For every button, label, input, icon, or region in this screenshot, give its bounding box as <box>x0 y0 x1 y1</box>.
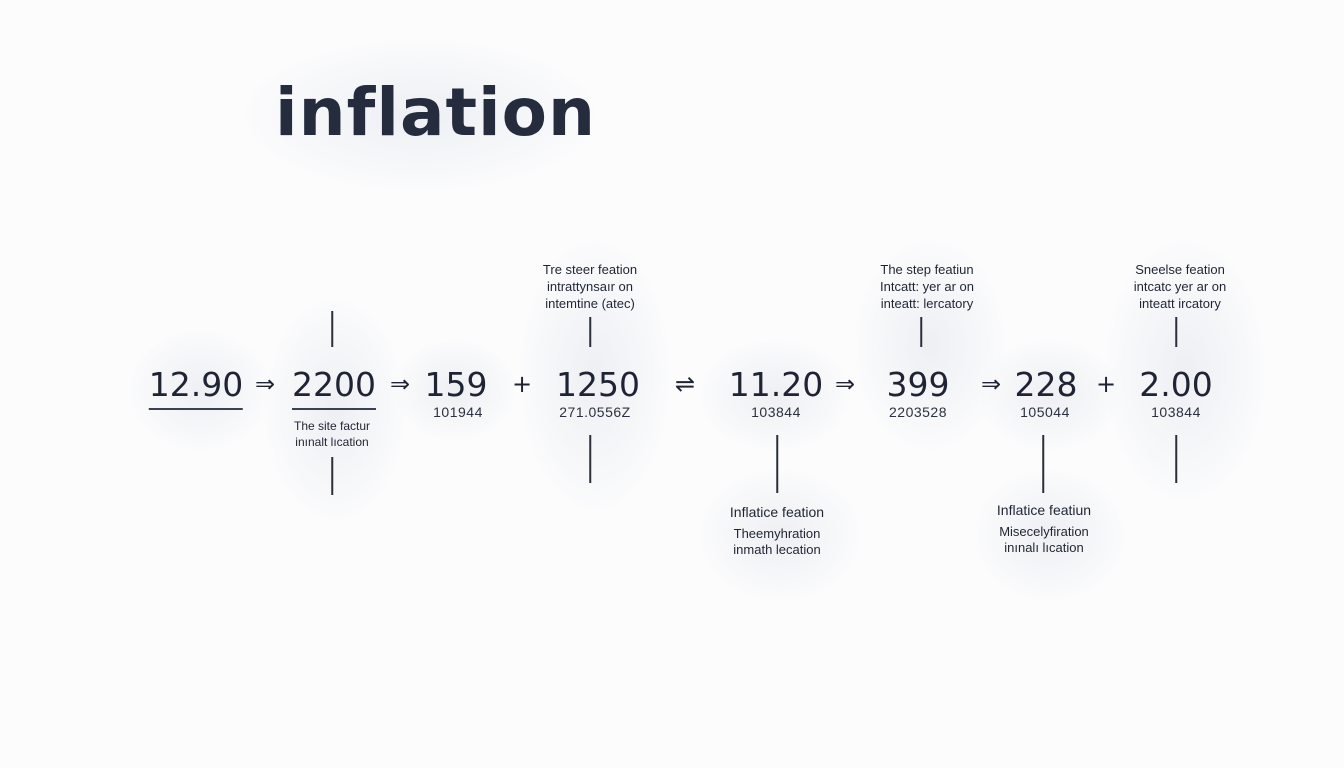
glow-4 <box>520 240 670 510</box>
annotation-line: inınalt lıcation <box>295 435 369 449</box>
value-sub: 103844 <box>751 404 801 420</box>
plus-operator: + <box>511 370 533 398</box>
equilibrium-operator: ⇌ <box>674 370 696 398</box>
connector-line <box>776 435 778 493</box>
connector-line <box>1175 317 1177 347</box>
value-number: 2.00 <box>1139 365 1213 404</box>
annotation-line: inmath lecation <box>733 542 821 557</box>
annotation-bottom-1: Inflatice feation Theemyhration inmath l… <box>730 503 824 558</box>
connector-line <box>1042 435 1044 493</box>
glow-8 <box>980 340 1120 450</box>
value-number: 1250 <box>556 365 640 404</box>
annotation-line: inınalı lıcation <box>1004 540 1084 555</box>
glow-10 <box>1105 240 1265 500</box>
annotation-bottom-2: Inflatice featiun Misecelyfiration inına… <box>997 501 1091 556</box>
implies-operator: ⇒ <box>254 370 276 398</box>
value-number: 399 <box>886 365 950 404</box>
value-sub: 105044 <box>1020 404 1070 420</box>
annotation-line: Intcatt: yer ar on <box>880 279 974 294</box>
value-number: 228 <box>1014 365 1078 404</box>
annotation-line: intcatc yer ar on <box>1133 279 1227 294</box>
implies-operator: ⇒ <box>980 370 1002 398</box>
annotation-line: intemtine (atec) <box>545 296 635 311</box>
annotation-line: Tre steer feation <box>542 262 638 277</box>
connector-line <box>1175 435 1177 483</box>
glow-7 <box>855 240 1005 450</box>
connector-line <box>331 457 333 495</box>
connector-line <box>331 311 333 347</box>
annotation-line: inteatt ircatory <box>1139 296 1221 311</box>
glow-3 <box>395 340 515 440</box>
connector-line <box>589 435 591 483</box>
glow-2 <box>265 300 405 520</box>
value-number: 11.20 <box>728 365 824 404</box>
value-number: 12.90 <box>148 365 244 410</box>
title-glow <box>245 40 595 190</box>
annotation-line: Sneelse feation <box>1135 262 1225 277</box>
connector-line <box>920 317 922 347</box>
glow-6 <box>700 470 860 600</box>
annotation-top-1: Tre steer feation intrattynsaır on intem… <box>543 261 637 312</box>
plus-operator: + <box>1095 370 1117 398</box>
value-sub: 103844 <box>1151 404 1201 420</box>
glow-9 <box>975 470 1125 600</box>
annotation-line: Inflatice featiun <box>996 502 1092 518</box>
page-title: inflation <box>275 74 596 151</box>
annotation-top-3: Sneelse feation intcatc yer ar on inteat… <box>1134 261 1227 312</box>
annotation-line: intrattynsaır on <box>547 279 633 294</box>
connector-line <box>589 317 591 347</box>
annotation-line: The step featiun <box>880 262 974 277</box>
annotation-line: inteatt: lercatory <box>880 296 974 311</box>
annotation-mid-1: The site factur inınalt lıcation <box>294 418 370 450</box>
annotation-line: The site factur <box>293 419 371 433</box>
annotation-line: Inflatice feation <box>729 504 825 520</box>
value-sub: 2203528 <box>888 404 948 420</box>
implies-operator: ⇒ <box>834 370 856 398</box>
implies-operator: ⇒ <box>389 370 411 398</box>
value-sub: 101944 <box>433 404 483 420</box>
annotation-top-2: The step featiun Intcatt: yer ar on inte… <box>880 261 974 312</box>
value-sub: 271.0556Z <box>559 404 631 420</box>
glow-5 <box>700 340 850 450</box>
glow-1 <box>130 330 270 450</box>
value-number: 2200 <box>292 365 376 410</box>
annotation-line: Theemyhration <box>733 526 821 541</box>
value-number: 159 <box>424 365 488 404</box>
annotation-line: Misecelyfiration <box>999 524 1089 539</box>
